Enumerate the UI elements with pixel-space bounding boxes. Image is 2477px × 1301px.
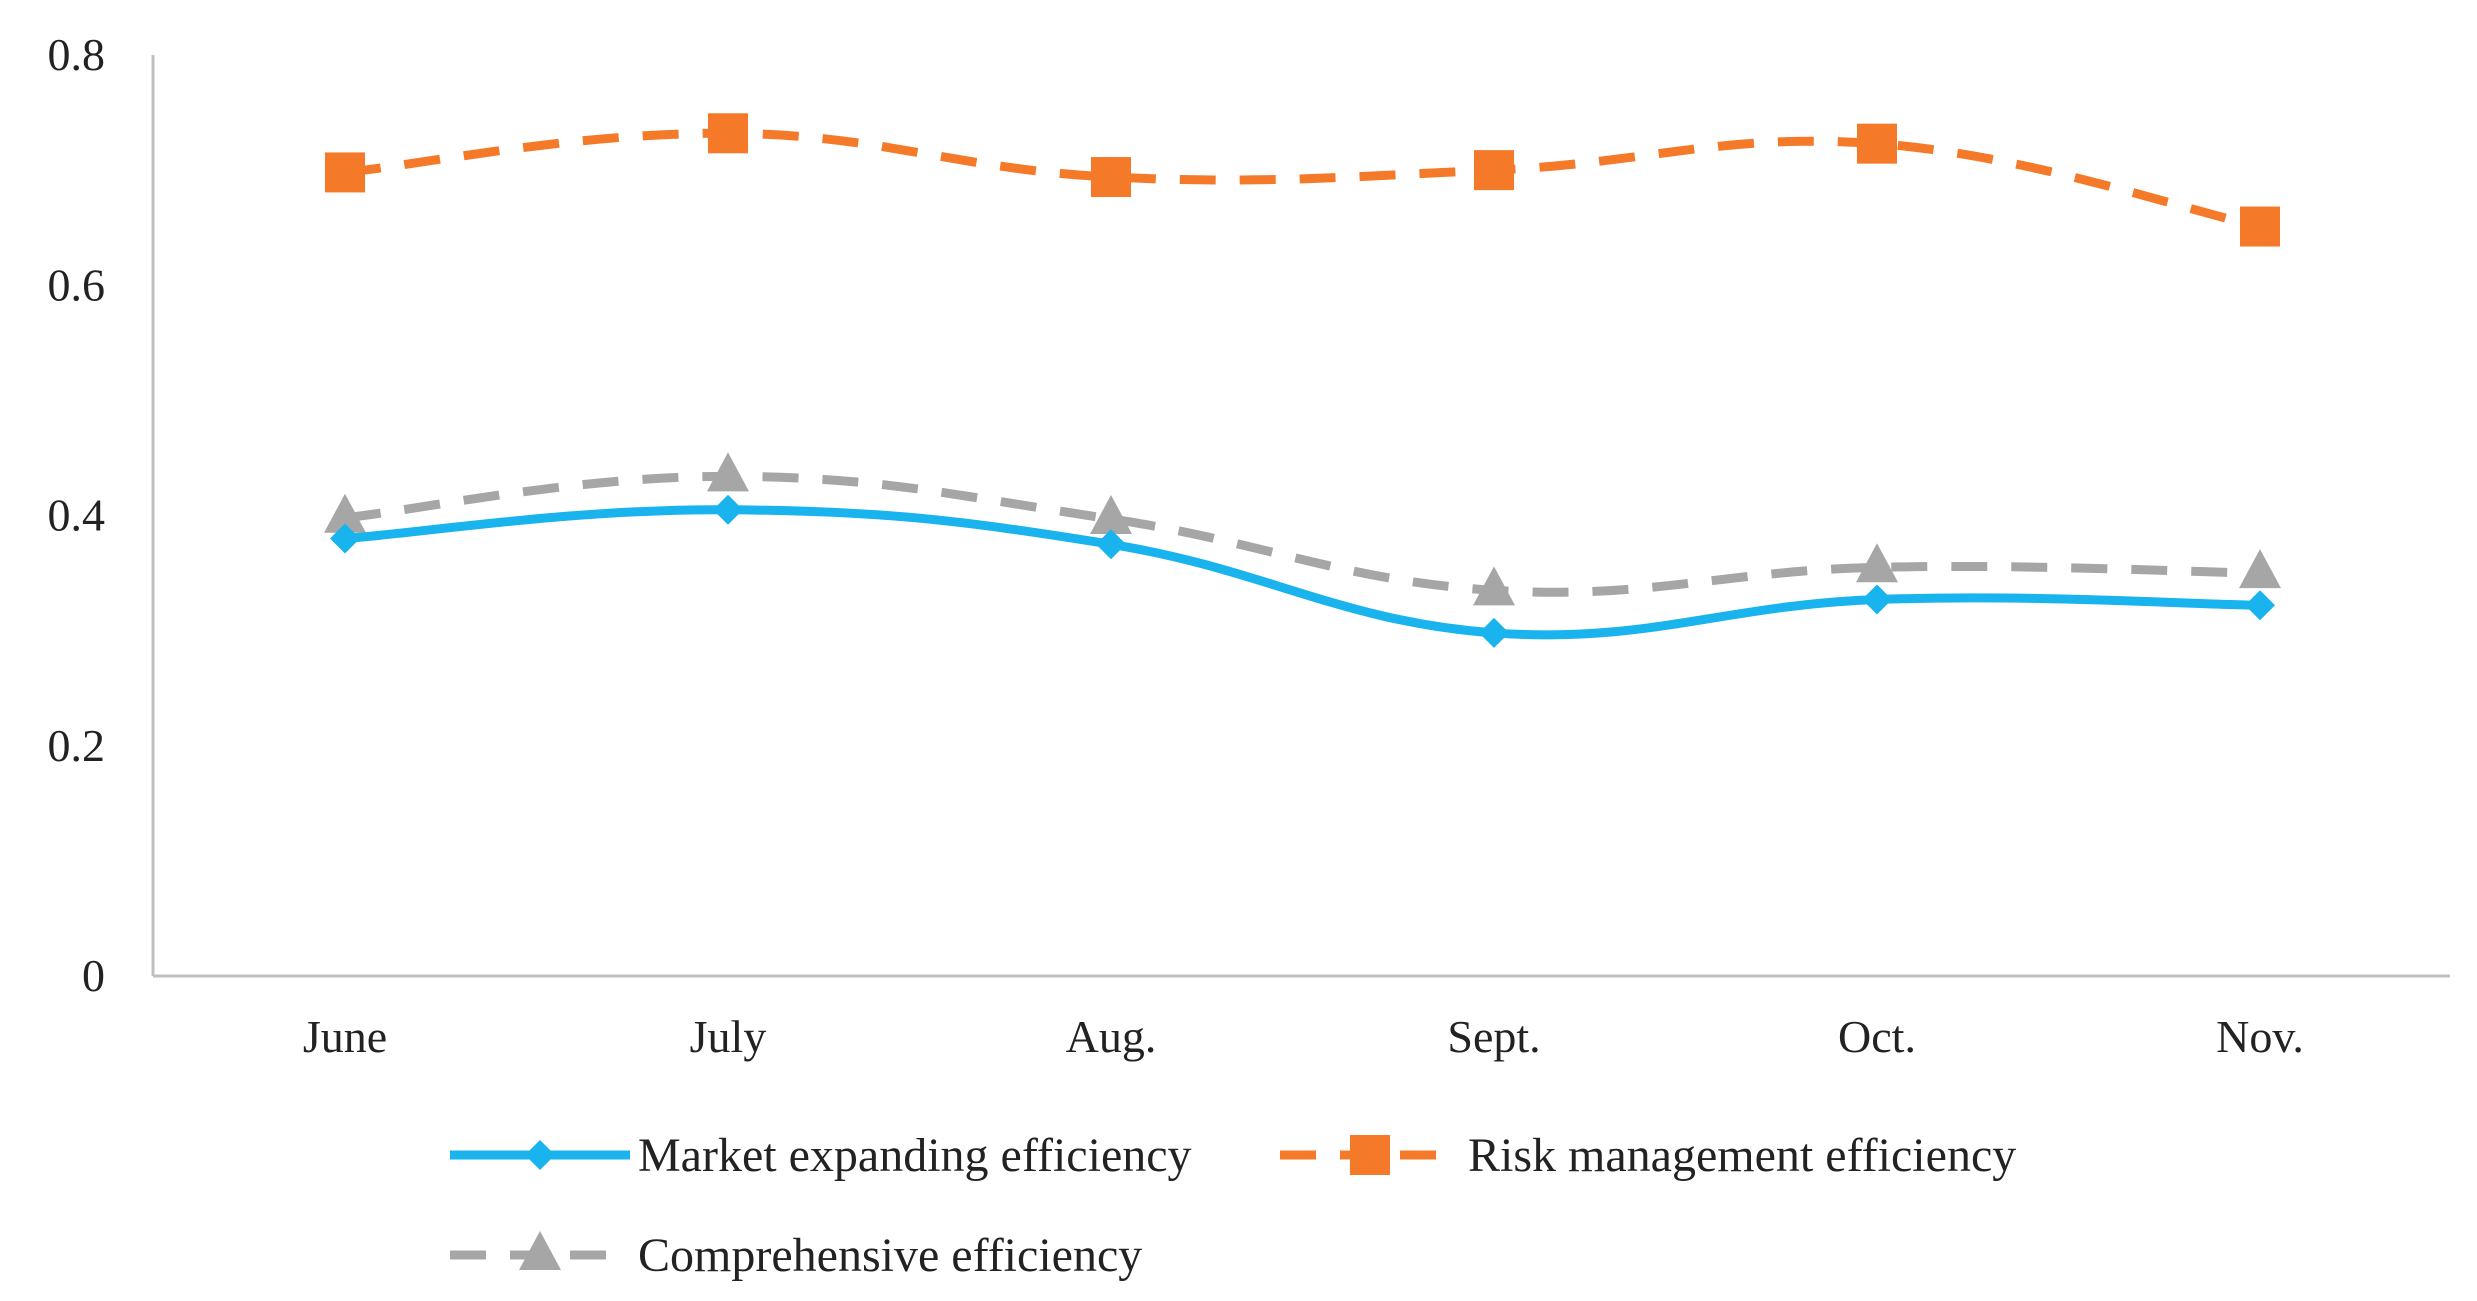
x-tick-label: July [690, 1011, 767, 1062]
x-tick-label: Oct. [1838, 1011, 1916, 1062]
series-square-group [325, 113, 2280, 247]
data-point [1473, 566, 1515, 606]
legend-label: Risk management efficiency [1468, 1129, 2016, 1182]
data-point [1091, 157, 1131, 198]
data-point [707, 452, 749, 492]
y-tick-label: 0.8 [48, 29, 106, 80]
series-triangle-group [324, 452, 2281, 606]
legend-item: Comprehensive efficiency [450, 1229, 1142, 1282]
data-point [1474, 150, 1514, 191]
series-line [340, 505, 2265, 640]
legend-marker [525, 1140, 555, 1170]
data-point [2239, 549, 2281, 589]
data-point [708, 113, 748, 154]
legend-item: Risk management efficiency [1280, 1129, 2016, 1182]
legend: Market expanding efficiency Risk manageme… [450, 1129, 2016, 1282]
data-point [324, 493, 366, 533]
data-point [1862, 584, 1892, 615]
series-line [344, 128, 2261, 231]
legend-marker [1350, 1135, 1390, 1175]
x-tick-label: Sept. [1447, 1011, 1540, 1062]
x-tick-label: Aug. [1066, 1011, 1157, 1062]
y-tick-label: 0.4 [48, 490, 106, 541]
data-point [2245, 590, 2275, 621]
data-point [325, 152, 365, 193]
y-tick-label: 0 [82, 950, 105, 1001]
data-point [1479, 617, 1509, 648]
x-tick-label: June [303, 1011, 387, 1062]
data-point [2240, 206, 2280, 247]
legend-item: Market expanding efficiency [450, 1129, 1192, 1182]
series-layer [324, 113, 2281, 648]
y-tick-label: 0.2 [48, 720, 106, 771]
x-tick-labels: June July Aug. Sept. Oct. Nov. [303, 1011, 2304, 1062]
x-tick-label: Nov. [2216, 1011, 2304, 1062]
data-point [1090, 494, 1132, 534]
legend-label: Market expanding efficiency [638, 1129, 1192, 1182]
y-tick-labels: 0 0.2 0.4 0.6 0.8 [48, 29, 106, 1001]
data-point [713, 494, 743, 525]
data-point [1857, 123, 1897, 164]
legend-label: Comprehensive efficiency [638, 1229, 1142, 1282]
y-tick-label: 0.6 [48, 259, 106, 310]
data-point [330, 523, 360, 554]
data-point [1856, 543, 1898, 583]
axes [151, 55, 2450, 978]
series-diamond-group [330, 494, 2275, 648]
series-line [344, 471, 2261, 597]
legend-marker [519, 1231, 561, 1270]
data-point [1096, 529, 1126, 560]
